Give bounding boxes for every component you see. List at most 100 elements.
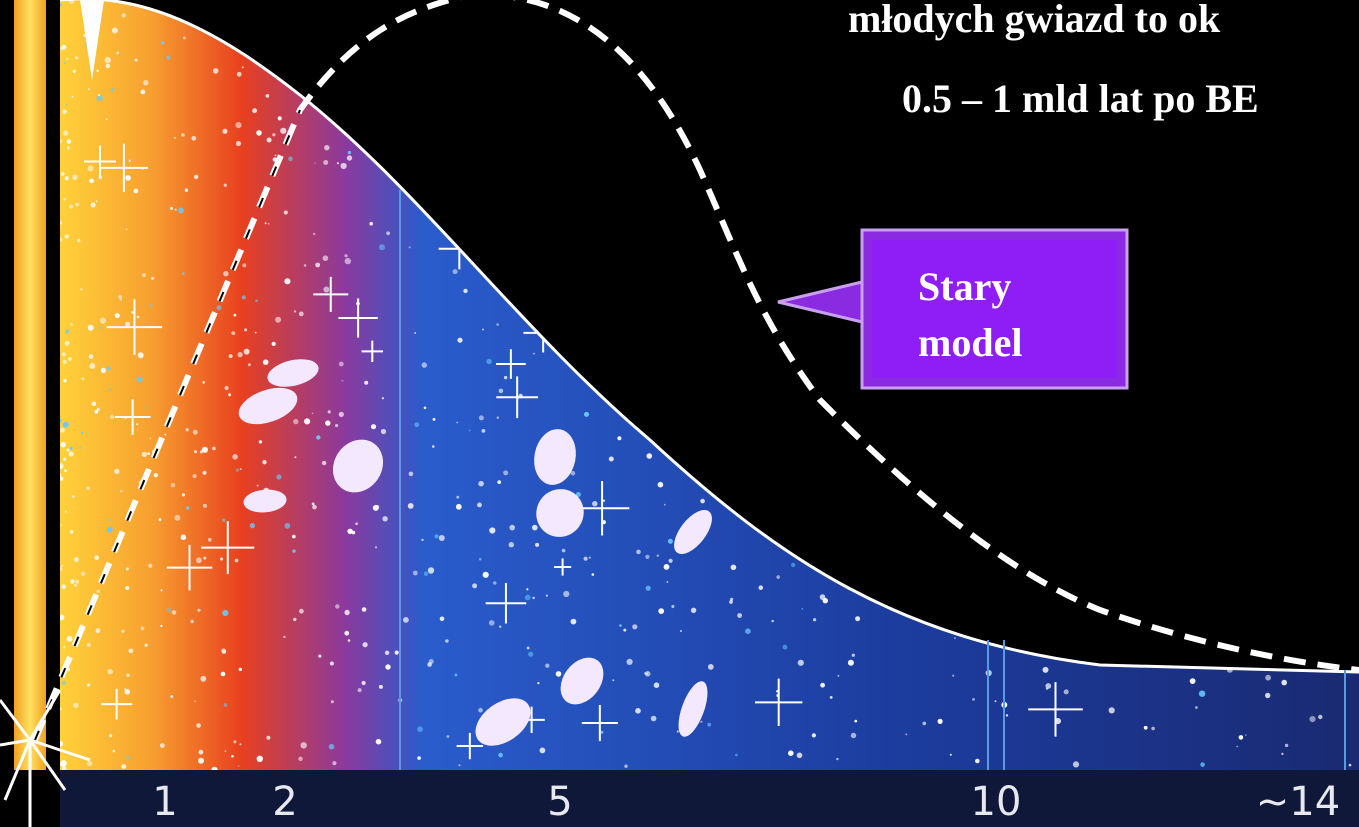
star (63, 646, 66, 649)
star (111, 27, 118, 34)
star (796, 752, 803, 759)
star (234, 558, 239, 563)
star (478, 480, 484, 487)
star (737, 613, 742, 618)
star (1348, 763, 1352, 767)
star (1236, 745, 1239, 748)
star (178, 207, 184, 214)
star (262, 460, 267, 465)
star (81, 431, 84, 435)
star (68, 0, 75, 4)
star (658, 608, 665, 614)
star (972, 697, 975, 701)
star (105, 118, 108, 121)
star (533, 352, 535, 355)
star (298, 756, 303, 761)
star (105, 63, 111, 69)
star (64, 340, 70, 346)
star (293, 617, 297, 622)
star (68, 357, 72, 361)
star (829, 696, 833, 699)
star (1195, 706, 1198, 709)
star (149, 437, 151, 440)
star (184, 188, 189, 192)
star (486, 358, 492, 365)
star (95, 200, 98, 203)
star (79, 446, 81, 449)
star (820, 682, 825, 688)
star (61, 680, 66, 686)
star (327, 410, 331, 414)
star (114, 313, 120, 319)
star (62, 421, 69, 428)
star (667, 538, 673, 544)
star (498, 752, 503, 758)
star (498, 388, 504, 394)
star (180, 534, 187, 541)
star (239, 743, 242, 746)
star (121, 629, 125, 633)
sparkle (1028, 682, 1083, 737)
star (149, 304, 153, 308)
star (276, 474, 282, 480)
star (421, 538, 424, 542)
star (323, 286, 330, 293)
star (267, 222, 270, 225)
star (570, 470, 576, 476)
sparkle (166, 544, 213, 591)
star (236, 71, 242, 77)
universe-area (60, 0, 1359, 770)
star (497, 480, 502, 484)
star (407, 503, 414, 509)
star (384, 650, 390, 655)
star (237, 765, 240, 767)
star (141, 451, 147, 458)
star (1265, 674, 1271, 681)
time-label: 2 (272, 779, 297, 825)
star (233, 313, 237, 317)
star (332, 761, 337, 766)
callout-inner (872, 240, 1117, 378)
star (700, 498, 705, 504)
star (1309, 716, 1316, 723)
star (272, 133, 276, 137)
star (171, 610, 177, 615)
star (325, 420, 331, 426)
star (535, 542, 540, 547)
star (136, 423, 139, 426)
star (94, 410, 99, 414)
star (60, 221, 62, 225)
star (63, 62, 66, 64)
star (136, 315, 140, 319)
star (87, 683, 91, 687)
star (133, 188, 139, 194)
star (62, 359, 67, 364)
star (380, 428, 387, 435)
star (771, 619, 774, 623)
star (563, 590, 570, 598)
star (126, 673, 130, 677)
star (394, 650, 399, 655)
star (60, 139, 63, 143)
star (324, 145, 330, 151)
star (222, 609, 229, 617)
star (88, 354, 94, 359)
star (532, 596, 535, 600)
star (60, 418, 63, 423)
star (70, 579, 75, 584)
star (439, 616, 445, 622)
star (69, 530, 74, 534)
star (109, 388, 113, 391)
star (1265, 692, 1271, 699)
star (128, 648, 134, 654)
star (121, 13, 127, 18)
star (216, 305, 222, 311)
star (87, 324, 94, 331)
star (503, 375, 508, 380)
star (617, 436, 622, 441)
star (66, 146, 70, 150)
star (378, 684, 383, 689)
star (570, 618, 577, 625)
star (212, 446, 216, 451)
star (478, 707, 483, 713)
